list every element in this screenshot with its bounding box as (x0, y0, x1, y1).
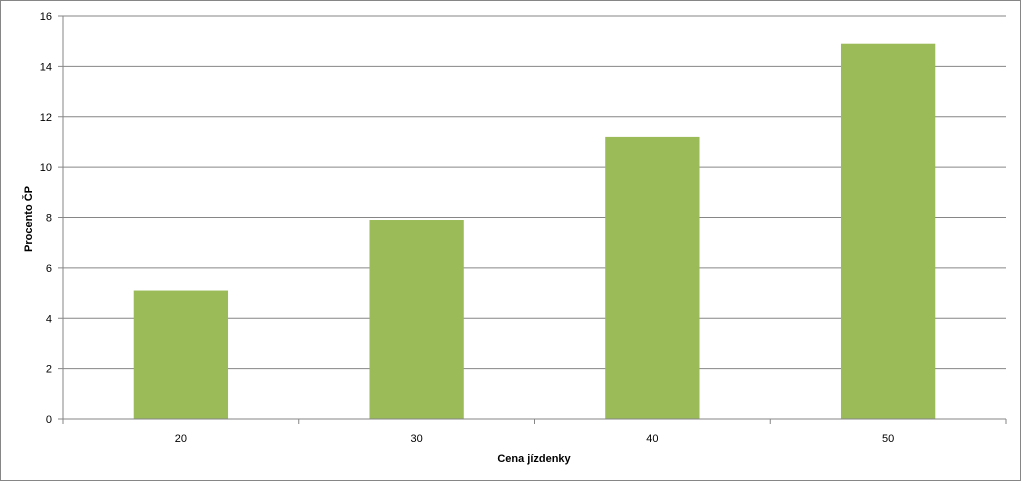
bar (369, 220, 464, 419)
x-tick-label: 50 (882, 433, 894, 445)
y-tick-label: 12 (40, 112, 52, 124)
y-tick-label: 8 (46, 213, 52, 225)
x-tick-label: 20 (175, 433, 187, 445)
x-axis-label: Cena jízdenky (497, 453, 571, 465)
y-tick-label: 2 (46, 364, 52, 376)
bar (605, 136, 700, 419)
y-axis-label: Procento ČP (22, 186, 35, 252)
y-tick-label: 4 (46, 313, 52, 325)
y-tick-label: 14 (40, 61, 52, 73)
x-tick-label: 30 (411, 433, 423, 445)
y-tick-label: 10 (40, 162, 52, 174)
bar (840, 43, 936, 420)
y-tick-label: 0 (46, 414, 52, 426)
y-tick-label: 6 (46, 263, 52, 275)
bar (133, 290, 229, 419)
x-tick-label: 40 (646, 433, 658, 445)
y-tick-label: 16 (40, 11, 52, 23)
